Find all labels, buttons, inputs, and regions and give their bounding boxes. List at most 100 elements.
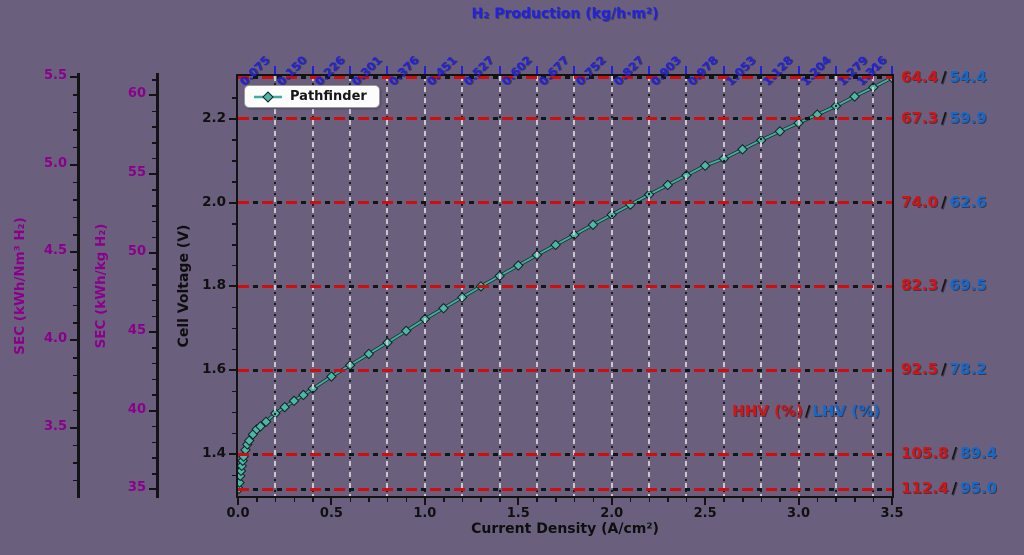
- lhv-value: 54.4: [949, 67, 987, 86]
- hhv-value: 105.8: [901, 444, 949, 463]
- sec-minor-tick: [152, 299, 156, 302]
- sec-minor-tick: [73, 129, 77, 131]
- x-minor-tick: [685, 498, 688, 502]
- reference-line: [238, 284, 892, 288]
- sec-minor-tick: [152, 362, 156, 365]
- x-minor-tick: [555, 498, 557, 502]
- sec-minor-tick: [152, 441, 156, 444]
- lhv-value: 59.9: [949, 108, 987, 127]
- sec-tick-mark: [70, 339, 77, 342]
- lhv-value: 69.5: [949, 276, 987, 295]
- sec-minor-tick: [73, 181, 77, 184]
- reference-line: [238, 452, 892, 456]
- reference-line: [238, 117, 892, 121]
- top-tick-mark: [872, 66, 875, 74]
- polarization-curve: [238, 76, 892, 495]
- data-point-marker: [699, 160, 711, 172]
- annotation-separator: /: [951, 479, 957, 497]
- x-tick-label: 1.0: [413, 506, 437, 521]
- data-point-marker: [774, 126, 786, 137]
- annotation-separator: /: [941, 192, 947, 211]
- sec-tick-mark: [149, 252, 156, 254]
- sec-nm3-axis-spine: [77, 73, 80, 498]
- reference-line: [238, 201, 892, 205]
- lhv-key-label: LHV (%): [812, 402, 880, 420]
- x-tick-mark: [237, 498, 239, 505]
- x-minor-tick: [854, 498, 856, 502]
- data-point-marker: [288, 395, 300, 407]
- y-minor-tick: [232, 139, 236, 141]
- sec-minor-tick: [152, 110, 156, 113]
- top-tick-mark: [834, 66, 837, 74]
- sec-minor-tick: [73, 216, 77, 219]
- sec-minor-tick: [152, 457, 156, 459]
- top-tick-mark: [573, 66, 576, 74]
- sec-minor-tick: [152, 189, 156, 191]
- data-point-marker: [326, 371, 337, 382]
- y-minor-tick: [232, 348, 236, 351]
- efficiency-annotation: 92.5/78.2: [901, 360, 987, 378]
- sec-tick-label: 60: [127, 86, 146, 102]
- x-minor-tick: [835, 498, 837, 502]
- y-minor-tick: [232, 306, 236, 309]
- x-tick-label: 0.0: [226, 506, 250, 521]
- y-minor-tick: [232, 223, 236, 225]
- efficiency-key: HHV (%) / LHV (%): [732, 402, 880, 420]
- sec-tick-mark: [70, 76, 77, 79]
- sec-minor-tick: [73, 322, 77, 324]
- x-minor-tick: [592, 498, 595, 502]
- y-tick-mark: [229, 369, 236, 372]
- y-tick-label: 2.0: [202, 193, 226, 210]
- sec-tick-mark: [70, 426, 77, 429]
- x-minor-tick: [480, 498, 482, 502]
- sec-minor-tick: [73, 479, 77, 482]
- annotation-separator: /: [941, 67, 947, 86]
- data-point-marker: [260, 416, 272, 428]
- sec-minor-tick: [73, 146, 77, 149]
- data-point-marker: [363, 348, 375, 360]
- data-point-marker: [255, 421, 266, 432]
- sec-tick-mark: [149, 488, 156, 491]
- data-point-marker: [849, 91, 860, 102]
- sec-minor-tick: [73, 444, 77, 447]
- reference-line: [238, 368, 892, 372]
- x-minor-tick: [816, 498, 819, 502]
- x-minor-tick: [667, 498, 669, 502]
- data-point-marker: [298, 389, 309, 401]
- top-tick-mark: [610, 66, 613, 74]
- x-minor-tick: [629, 498, 632, 502]
- sec-tick-label: 4.5: [43, 243, 67, 259]
- efficiency-annotation: 74.0/62.6: [901, 193, 987, 211]
- top-tick-mark: [722, 66, 725, 74]
- hhv-key-label: HHV (%): [732, 402, 803, 420]
- y-minor-tick: [232, 160, 236, 162]
- annotation-separator: /: [941, 360, 947, 379]
- efficiency-annotation: 112.4/95.0: [901, 479, 997, 497]
- sec-minor-tick: [73, 94, 77, 96]
- x-tick-label: 0.5: [319, 506, 343, 521]
- sec-kg-axis-spine: [156, 73, 159, 498]
- legend[interactable]: Pathfinder: [244, 85, 380, 108]
- hhv-value: 74.0: [901, 192, 939, 211]
- y-tick-mark: [229, 117, 236, 120]
- sec-tick-label: 55: [127, 165, 146, 181]
- y-minor-tick: [232, 97, 236, 99]
- legend-marker-icon: [254, 90, 282, 103]
- reference-line: [238, 76, 892, 80]
- x-tick-label: 2.0: [600, 506, 624, 521]
- sec-minor-tick: [152, 473, 156, 475]
- top-tick-mark: [648, 66, 651, 74]
- top-tick-mark: [760, 66, 763, 74]
- sec-tick-label: 5.0: [43, 155, 67, 171]
- x-tick-mark: [891, 498, 893, 505]
- x-minor-tick: [386, 498, 389, 502]
- y-minor-tick: [232, 327, 236, 330]
- annotation-separator: /: [941, 108, 947, 127]
- top-tick-mark: [797, 66, 800, 74]
- efficiency-annotation: 67.3/59.9: [901, 109, 987, 127]
- data-point-marker: [662, 179, 674, 191]
- x-tick-mark: [330, 498, 333, 505]
- x-minor-tick: [405, 498, 408, 502]
- sec-minor-tick: [152, 394, 156, 396]
- data-point-marker: [587, 219, 599, 231]
